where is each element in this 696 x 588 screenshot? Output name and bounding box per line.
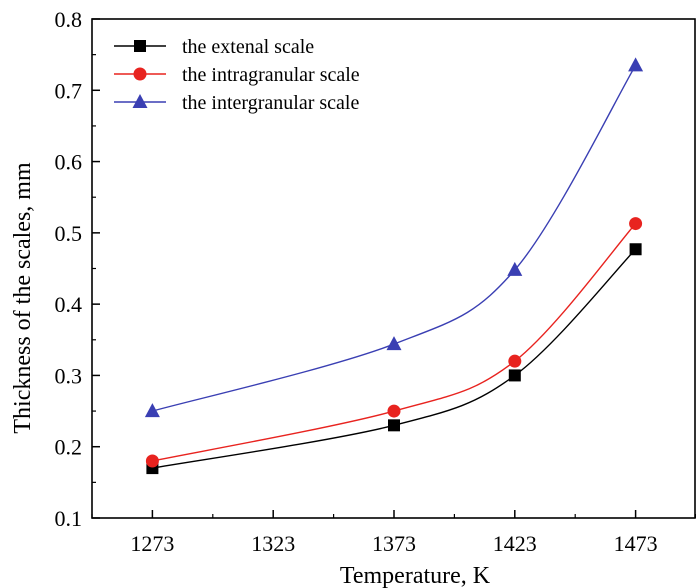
legend-label: the intergranular scale bbox=[182, 92, 359, 114]
y-axis-title: Thickness of the scales, mm bbox=[10, 162, 36, 434]
y-tick-label: 0.7 bbox=[55, 78, 83, 103]
series-square bbox=[146, 243, 642, 475]
series-line bbox=[152, 223, 637, 462]
x-axis-title: Temperature, K bbox=[340, 563, 491, 588]
y-tick-label: 0.1 bbox=[55, 506, 83, 531]
x-tick-label: 1323 bbox=[251, 531, 295, 556]
data-point bbox=[629, 243, 642, 256]
legend-marker bbox=[134, 40, 146, 52]
data-point bbox=[508, 354, 522, 368]
legend-marker bbox=[132, 94, 148, 108]
data-point bbox=[144, 403, 160, 418]
data-point bbox=[508, 369, 521, 382]
x-tick-label: 1473 bbox=[614, 531, 658, 556]
legend-label: the intragranular scale bbox=[182, 64, 360, 86]
y-tick-label: 0.2 bbox=[55, 435, 83, 460]
axis-ticks bbox=[91, 18, 696, 519]
tick-labels: 1273 1323 1373 1423 1473 0.1 0.2 0.3 0.4 0.5 0.6 0.… bbox=[55, 7, 658, 556]
series-triangle bbox=[144, 57, 644, 418]
data-point bbox=[629, 217, 643, 231]
legend: the extenal scale the intragranular scale… bbox=[114, 36, 360, 114]
data-point bbox=[145, 454, 159, 468]
legend-item: the intragranular scale bbox=[114, 64, 360, 86]
data-point bbox=[388, 419, 400, 432]
x-tick-label: 1273 bbox=[130, 531, 174, 556]
series-line bbox=[152, 248, 637, 469]
y-tick-label: 0.4 bbox=[55, 292, 83, 317]
series-circle bbox=[145, 217, 643, 468]
legend-item: the intergranular scale bbox=[114, 92, 359, 114]
x-tick-label: 1373 bbox=[372, 531, 416, 556]
legend-item: the extenal scale bbox=[114, 36, 314, 58]
series-layer bbox=[144, 57, 644, 475]
series-line bbox=[152, 64, 637, 412]
y-tick-label: 0.6 bbox=[55, 150, 83, 175]
y-tick-label: 0.3 bbox=[55, 363, 83, 388]
data-point bbox=[387, 404, 401, 418]
data-point bbox=[628, 57, 644, 72]
data-point bbox=[386, 336, 402, 351]
y-tick-label: 0.8 bbox=[55, 7, 83, 32]
y-tick-label: 0.5 bbox=[55, 221, 83, 246]
x-tick-label: 1423 bbox=[493, 531, 537, 556]
data-point bbox=[507, 261, 523, 276]
legend-marker bbox=[133, 67, 147, 81]
legend-label: the extenal scale bbox=[182, 36, 314, 58]
